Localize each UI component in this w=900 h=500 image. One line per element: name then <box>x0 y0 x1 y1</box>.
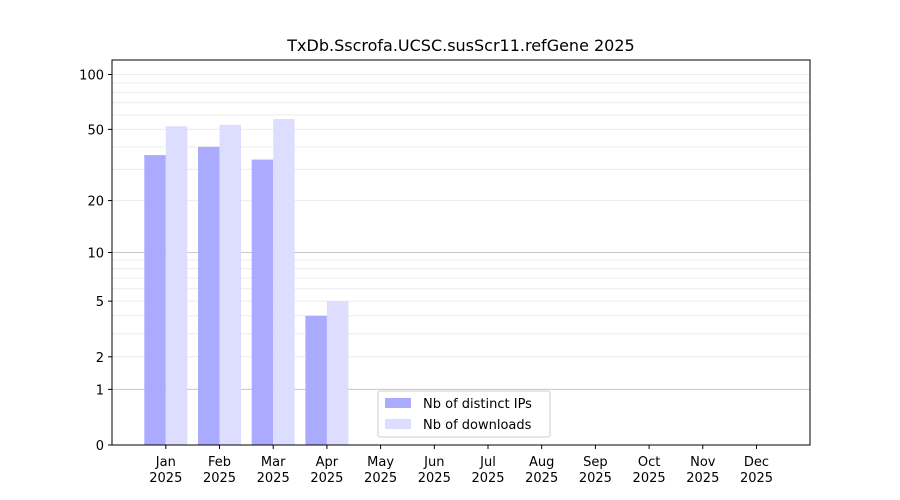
y-axis: 0 1 2 5 10 20 50 100 <box>79 69 112 454</box>
y-tick-label: 5 <box>96 295 104 310</box>
bars <box>144 119 349 446</box>
y-tick-label: 50 <box>87 123 104 138</box>
legend-swatch-downloads <box>385 419 411 429</box>
chart-title: TxDb.Sscrofa.UCSC.susScr11.refGene 2025 <box>286 36 634 55</box>
bar-distinct-ips <box>251 159 274 445</box>
legend: Nb of distinct IPs Nb of downloads <box>377 390 551 438</box>
x-axis: Jan2025Feb2025Mar2025Apr2025May2025Jun20… <box>149 445 773 486</box>
y-tick-label: 100 <box>79 69 104 84</box>
x-tick-label-month: Apr <box>316 455 339 470</box>
x-tick-label-month: Nov <box>690 455 716 470</box>
x-tick-label-year: 2025 <box>310 471 343 486</box>
legend-box <box>377 390 551 438</box>
bar-downloads <box>273 119 295 445</box>
x-tick-label-month: Feb <box>208 455 231 470</box>
x-tick-label-year: 2025 <box>418 471 451 486</box>
x-tick-label-month: Aug <box>529 455 554 470</box>
x-tick-label-month: Jun <box>423 455 444 470</box>
y-tick-label: 20 <box>87 195 104 210</box>
x-tick-label-year: 2025 <box>525 471 558 486</box>
x-tick-label-year: 2025 <box>149 471 182 486</box>
bar-downloads <box>326 301 349 445</box>
legend-swatch-distinct-ips <box>385 398 411 408</box>
x-tick-label-year: 2025 <box>740 471 773 486</box>
x-tick-label-year: 2025 <box>364 471 397 486</box>
x-tick-label-month: Sep <box>583 455 608 470</box>
y-tick-label: 0 <box>96 439 104 454</box>
x-tick-label-year: 2025 <box>579 471 612 486</box>
x-tick-label-month: Jul <box>479 455 496 470</box>
x-tick-label-month: Dec <box>744 455 769 470</box>
x-tick-label-year: 2025 <box>633 471 666 486</box>
x-tick-label-year: 2025 <box>257 471 290 486</box>
bar-downloads <box>219 124 241 445</box>
y-tick-label: 10 <box>87 247 104 262</box>
x-tick-label-month: Oct <box>638 455 660 470</box>
legend-label-downloads: Nb of downloads <box>423 418 532 433</box>
x-tick-label-year: 2025 <box>471 471 504 486</box>
x-tick-label-month: Jan <box>155 455 176 470</box>
bar-downloads <box>165 126 188 445</box>
x-tick-label-year: 2025 <box>203 471 236 486</box>
y-tick-label: 2 <box>96 351 104 366</box>
bar-distinct-ips <box>144 155 166 446</box>
bar-distinct-ips <box>305 315 327 445</box>
x-tick-label-month: Mar <box>261 455 286 470</box>
y-tick-label: 1 <box>96 383 104 398</box>
legend-label-distinct-ips: Nb of distinct IPs <box>423 397 532 412</box>
bar-distinct-ips <box>198 146 220 445</box>
x-tick-label-year: 2025 <box>686 471 719 486</box>
x-tick-label-month: May <box>367 455 394 470</box>
